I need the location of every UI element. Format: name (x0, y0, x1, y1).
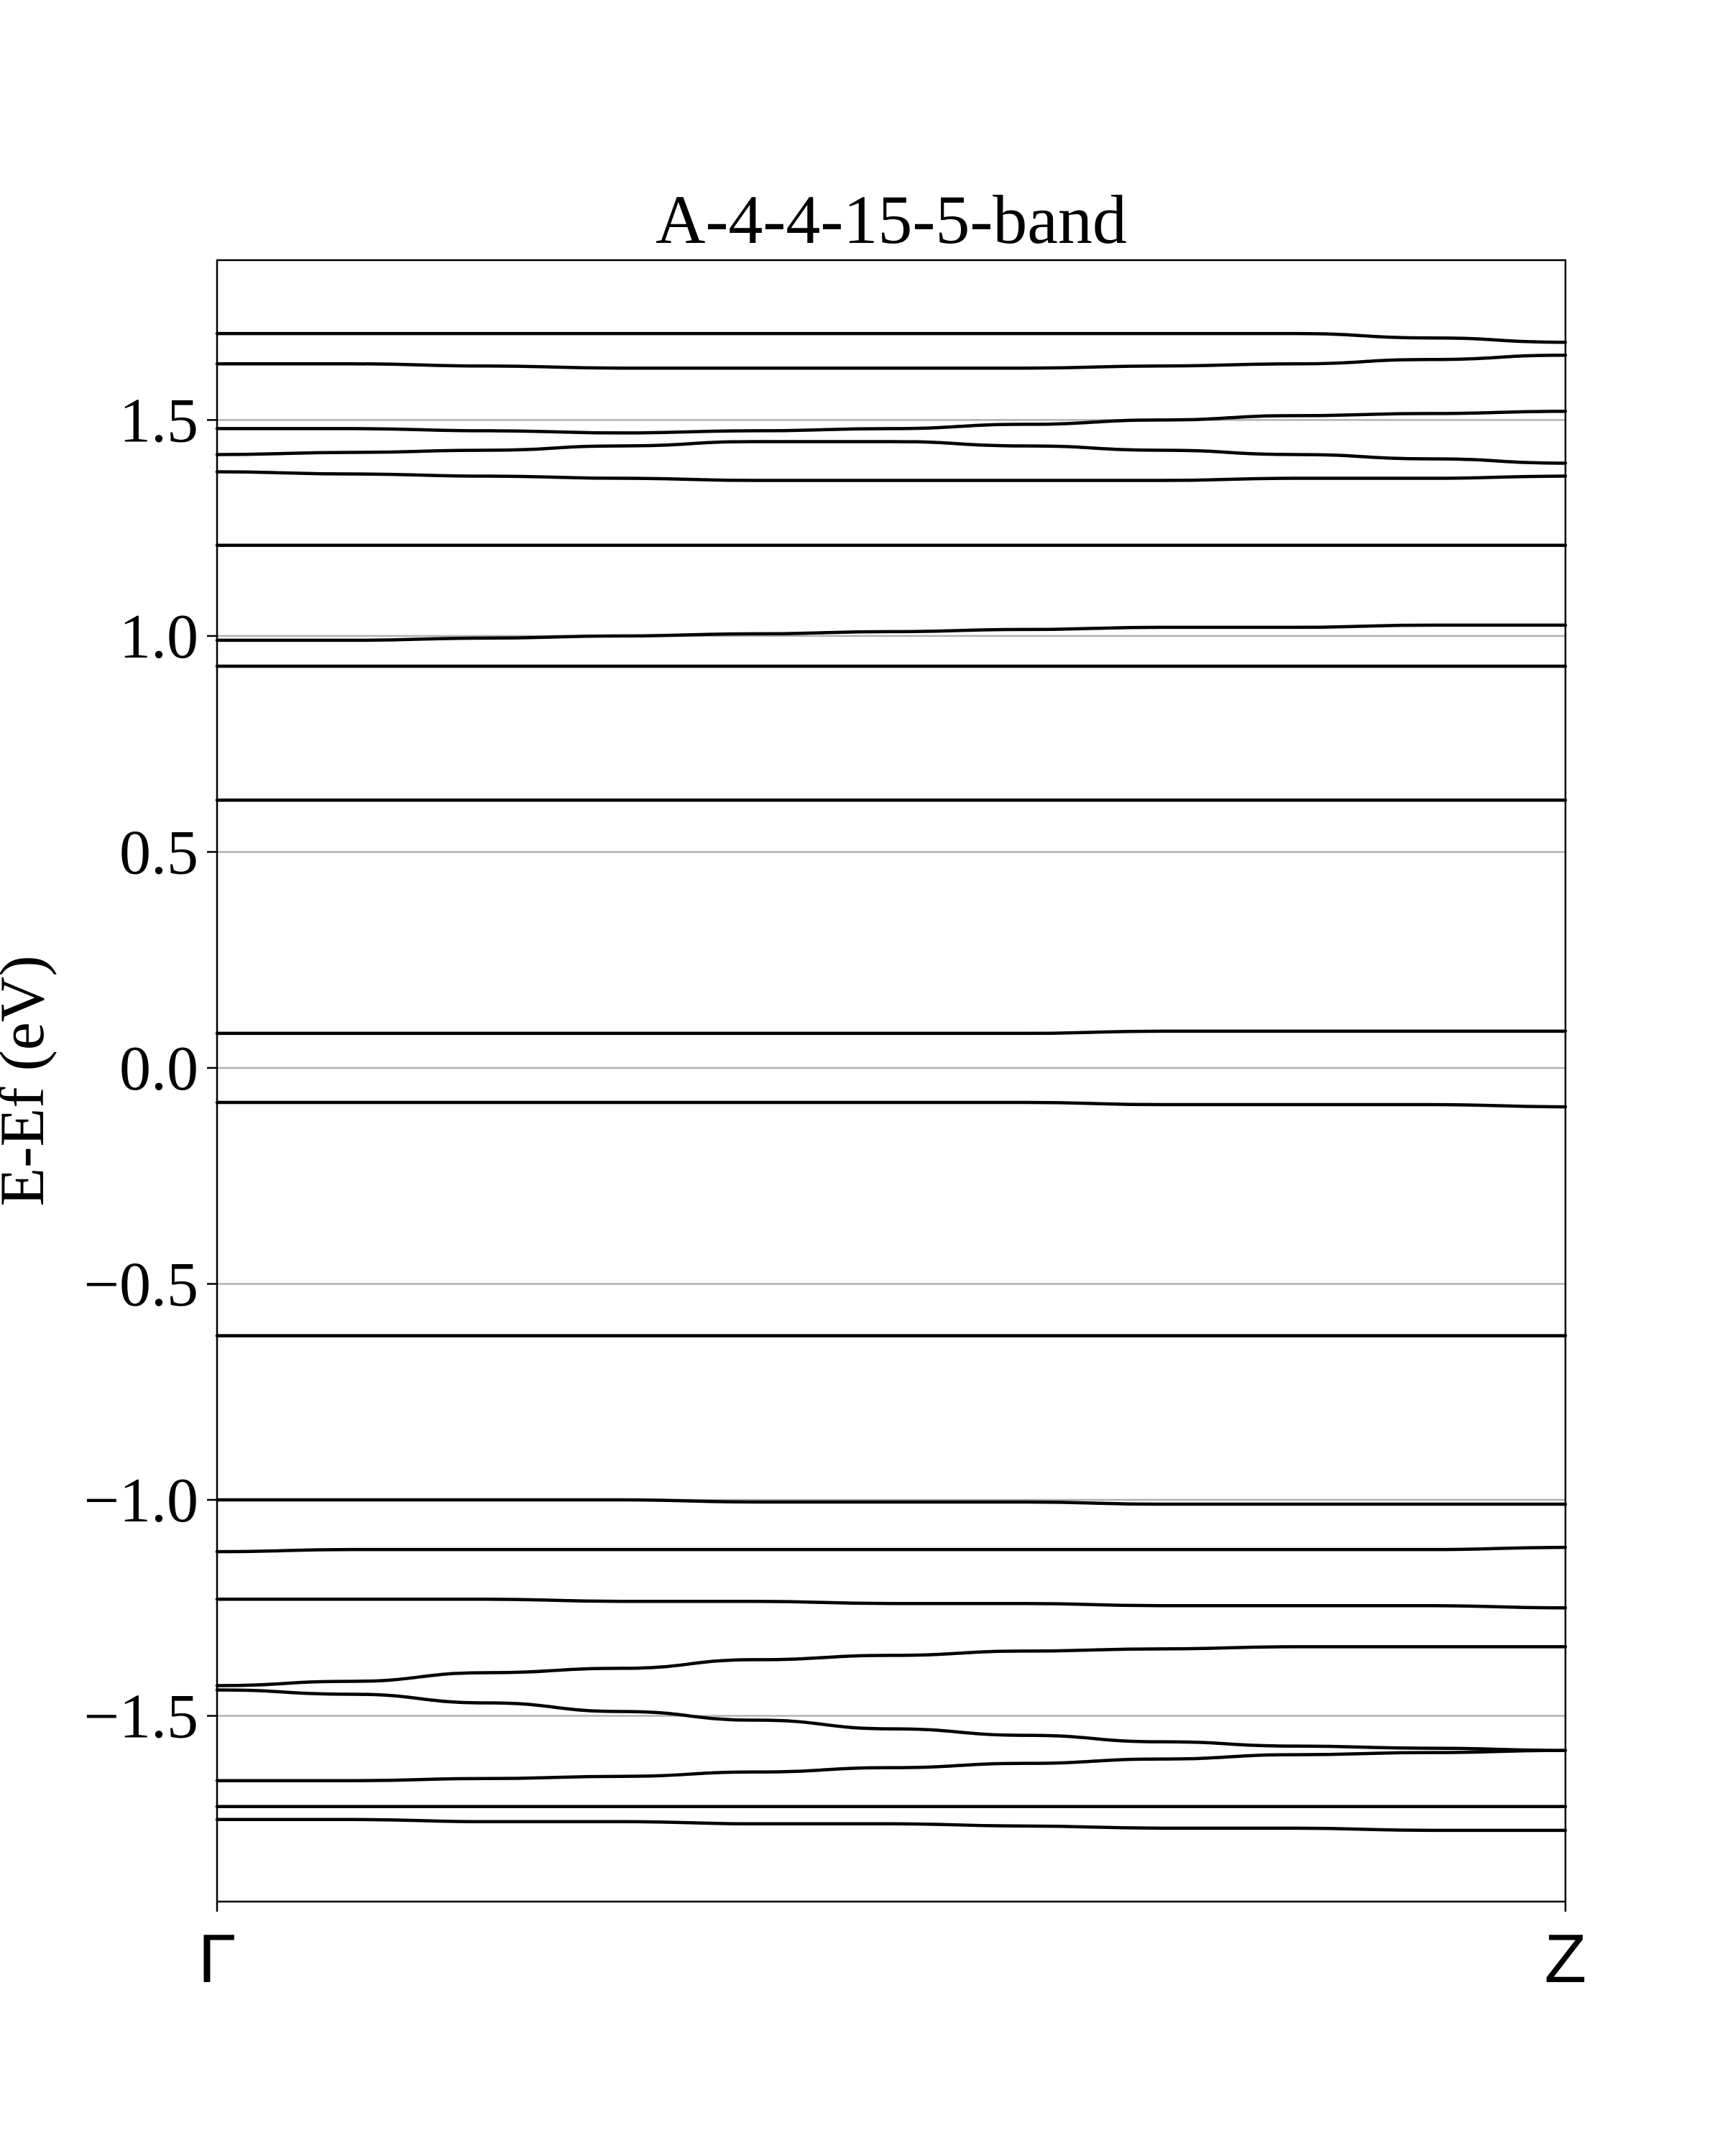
plot-frame (216, 259, 1567, 1903)
band-line-2 (215, 353, 1568, 370)
band-line-10 (215, 1029, 1568, 1036)
band-line-18 (215, 1749, 1568, 1782)
y-tick-label: 1.0 (119, 602, 198, 672)
band-line-14 (215, 1545, 1568, 1554)
y-tick-label: −0.5 (83, 1250, 198, 1319)
y-tick-label: 0.5 (119, 818, 198, 888)
band-line-1 (215, 331, 1568, 344)
x-tick-label: Γ (198, 1920, 236, 1997)
band-line-16 (215, 1645, 1568, 1687)
band-line-5 (215, 470, 1568, 482)
y-tick-label: 1.5 (119, 386, 198, 456)
x-tick-label: Z (1545, 1920, 1587, 1997)
y-axis-label: E-Ef (eV) (0, 955, 58, 1206)
y-tick-label: −1.5 (83, 1682, 198, 1752)
y-tick-label: 0.0 (119, 1034, 198, 1104)
band-line-20 (215, 1818, 1568, 1833)
band-line-17 (215, 1688, 1568, 1752)
band-line-11 (215, 1100, 1568, 1109)
band-line-13 (215, 1498, 1568, 1506)
band-line-4 (215, 440, 1568, 465)
grid-layer (217, 419, 1565, 1717)
band-layer (215, 331, 1568, 1833)
band-line-7 (215, 623, 1568, 642)
band-line-15 (215, 1598, 1568, 1610)
band-line-3 (215, 410, 1568, 435)
y-tick-label: −1.0 (83, 1466, 198, 1536)
chart-title: A-4-4-15-5-band (656, 181, 1127, 258)
y-tick-layer: −1.5 −1.0 −0.5 0.0 0.5 1.0 1.5 (83, 386, 217, 1752)
